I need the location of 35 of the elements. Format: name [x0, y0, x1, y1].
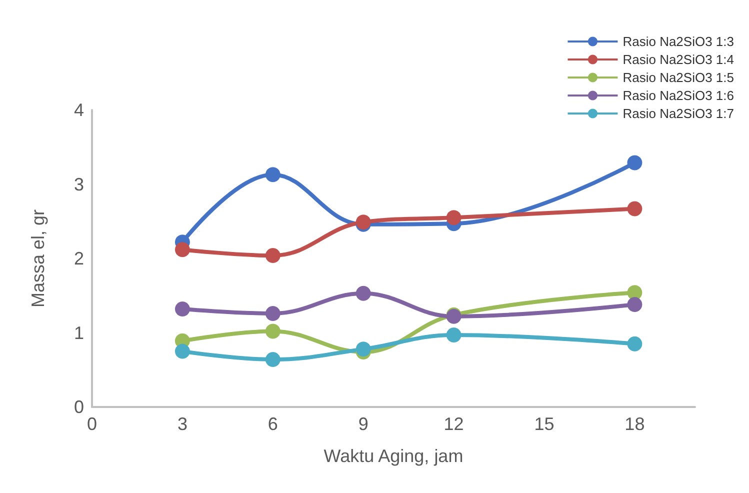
legend-label: Rasio Na2SiO3 1:6 [622, 88, 734, 103]
legend-label: Rasio Na2SiO3 1:3 [622, 34, 734, 49]
point [265, 324, 280, 339]
point [174, 344, 190, 359]
point [174, 242, 190, 258]
legend-label: Rasio Na2SiO3 1:4 [622, 52, 734, 67]
point [627, 155, 642, 170]
x-tick-label: 3 [177, 414, 188, 434]
point [356, 342, 371, 357]
x-tick-label: 15 [534, 414, 554, 434]
point [446, 210, 462, 226]
point [446, 327, 462, 342]
legend-label: Rasio Na2SiO3 1:7 [622, 106, 734, 121]
legend-label: Rasio Na2SiO3 1:5 [622, 70, 734, 85]
x-tick-label: 0 [86, 414, 98, 434]
y-tick-label: 4 [74, 100, 84, 120]
y-tick-label: 0 [74, 397, 84, 417]
x-tick-label: 18 [624, 414, 645, 434]
point [265, 167, 280, 182]
y-tick-label: 3 [74, 174, 84, 194]
point [627, 297, 642, 312]
x-axis-title: Waktu Aging, jam [324, 446, 464, 466]
point [265, 306, 280, 321]
point [627, 201, 642, 216]
point [265, 352, 280, 367]
y-tick-label: 1 [74, 322, 84, 343]
point [174, 301, 190, 316]
y-tick-label: 2 [74, 248, 84, 268]
y-axis-title: Massa el, gr [28, 209, 48, 308]
point [265, 248, 280, 264]
point [627, 336, 642, 352]
x-tick-label: 12 [444, 414, 464, 434]
x-tick-label: 9 [358, 414, 368, 434]
x-tick-label: 6 [268, 414, 278, 434]
point [356, 286, 371, 301]
